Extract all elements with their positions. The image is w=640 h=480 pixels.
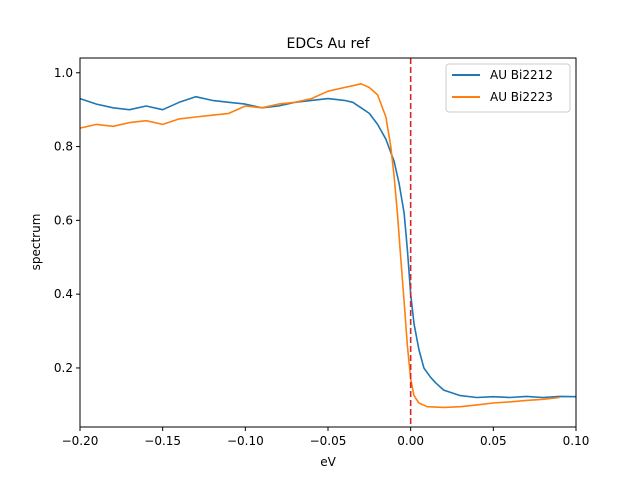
x-tick-label: 0.05 <box>480 434 507 448</box>
x-tick-label: −0.05 <box>310 434 347 448</box>
y-tick-label: 0.4 <box>54 287 73 301</box>
series-line-0 <box>79 95 577 399</box>
x-axis-label: eV <box>320 455 336 469</box>
legend: AU Bi2212 AU Bi2223 <box>445 63 571 113</box>
y-axis-ticks: 0.2 0.4 0.6 0.8 1.0 <box>54 66 80 375</box>
x-axis-ticks: −0.20 −0.15 −0.10 −0.05 0.00 0.05 0.10 <box>62 427 590 448</box>
y-tick-label: 0.6 <box>54 213 73 227</box>
x-tick-label: 0.00 <box>397 434 424 448</box>
y-tick-label: 0.8 <box>54 140 73 154</box>
x-tick-label: −0.15 <box>144 434 181 448</box>
chart-title: EDCs Au ref <box>286 36 370 52</box>
legend-label-bi2223: AU Bi2223 <box>490 90 553 104</box>
plot-frame <box>79 57 577 428</box>
y-tick-label: 0.2 <box>54 361 73 375</box>
x-tick-label: 0.10 <box>563 434 590 448</box>
y-axis-label: spectrum <box>29 214 43 271</box>
x-tick-label: −0.20 <box>62 434 99 448</box>
series-line-1 <box>79 83 560 409</box>
series-layer <box>79 83 577 409</box>
y-tick-label: 1.0 <box>54 66 73 80</box>
legend-label-bi2212: AU Bi2212 <box>490 68 553 82</box>
x-tick-label: −0.10 <box>227 434 264 448</box>
